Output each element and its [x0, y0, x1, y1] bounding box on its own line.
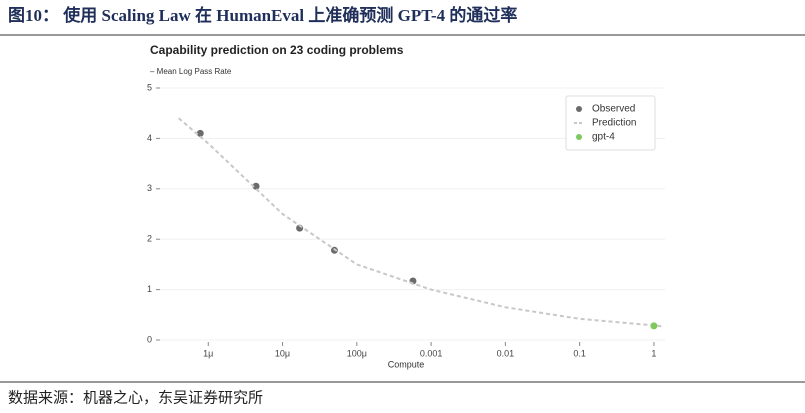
- y-tick-label: 5: [147, 82, 152, 92]
- y-tick-label: 2: [147, 234, 152, 244]
- point: [252, 182, 260, 190]
- y-tick-label: 0: [147, 334, 152, 344]
- prediction-line: [178, 117, 663, 328]
- x-tick-label: 0.1: [573, 348, 586, 358]
- x-tick-label: 0.01: [497, 348, 515, 358]
- source: 数据来源：机器之心，东吴证券研究所: [8, 389, 263, 406]
- x-tick-label: 100μ: [347, 348, 367, 358]
- legend-swatch: [576, 134, 582, 140]
- y-tick-label: 1: [147, 284, 152, 294]
- x-tick-label: 0.001: [420, 348, 443, 358]
- x-tick-label: 10μ: [275, 348, 290, 358]
- x-tick-label: 1μ: [203, 348, 213, 358]
- legend-label: gpt-4: [592, 132, 615, 143]
- x-tick-label: 1: [651, 348, 656, 358]
- point: [650, 322, 658, 330]
- chart-title: Capability prediction on 23 coding probl…: [150, 43, 404, 57]
- y-axis-label: – Mean Log Pass Rate: [150, 67, 232, 76]
- figure-title: 图10： 使用 Scaling Law 在 HumanEval 上准确预测 GP…: [8, 5, 517, 25]
- legend-label: Prediction: [592, 118, 636, 129]
- x-axis-label: Compute: [388, 359, 425, 369]
- y-tick-label: 3: [147, 183, 152, 193]
- point: [196, 129, 204, 137]
- legend-box: [565, 95, 656, 151]
- legend-label: Observed: [592, 104, 635, 115]
- legend-swatch: [576, 106, 582, 112]
- y-tick-label: 4: [147, 133, 152, 143]
